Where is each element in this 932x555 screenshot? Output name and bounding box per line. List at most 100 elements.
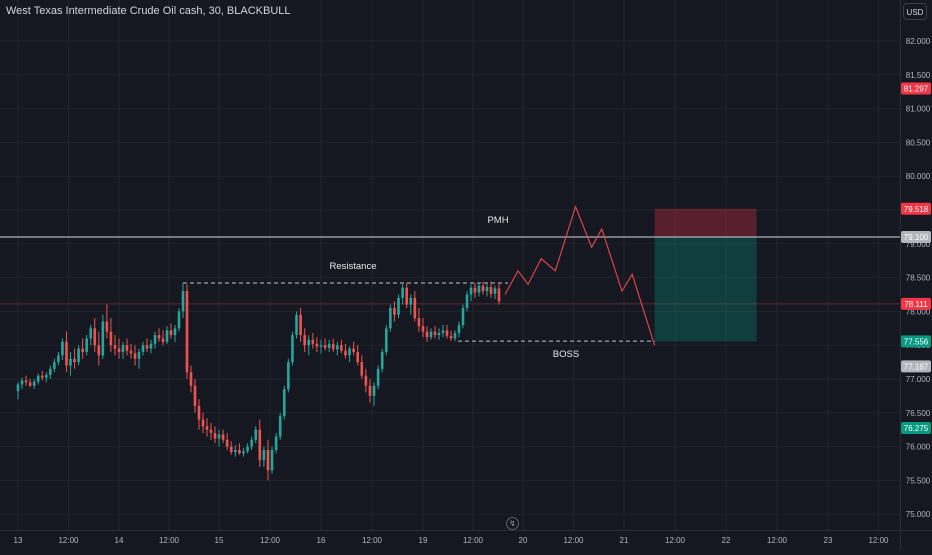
x-tick-label: 12:00 xyxy=(260,536,281,545)
candle-body xyxy=(246,446,249,452)
price-labels: 81.297 79.518 79.100 78.111 77.556 77.187 76.2… xyxy=(901,82,931,435)
candle-body xyxy=(262,449,266,461)
candle-body xyxy=(177,311,181,329)
y-tick-label: 77.000 xyxy=(906,375,931,384)
y-tick-label: 76.500 xyxy=(906,409,931,418)
candle-body xyxy=(205,426,209,430)
candle-body xyxy=(254,429,258,440)
candle-body xyxy=(145,345,149,349)
candle-body xyxy=(234,449,237,453)
candle-body xyxy=(364,375,368,386)
candle-body xyxy=(368,385,372,396)
candle-body xyxy=(340,345,343,351)
candle-body xyxy=(161,338,165,342)
price-label-bg xyxy=(901,360,931,373)
candle-body xyxy=(93,328,97,346)
x-tick-label: 16 xyxy=(317,536,326,545)
candle-body xyxy=(425,331,429,338)
annotation-label: PMH xyxy=(487,215,508,226)
x-tick-label: 15 xyxy=(215,536,224,545)
chart-title: West Texas Intermediate Crude Oil cash, … xyxy=(6,5,291,17)
currency-button[interactable]: USD xyxy=(903,3,927,20)
candle-body xyxy=(81,348,84,352)
candle-body xyxy=(109,331,113,346)
x-tick-label: 13 xyxy=(14,536,23,545)
y-tick-label: 82.000 xyxy=(906,37,931,46)
candle-body xyxy=(461,308,465,325)
candle-body xyxy=(105,321,109,332)
candle-body xyxy=(113,345,117,349)
price-label-bg xyxy=(901,422,931,435)
candle-body xyxy=(117,348,121,352)
y-tick-label: 76.000 xyxy=(906,443,931,452)
candle-body xyxy=(238,449,241,454)
candle-body xyxy=(77,348,80,363)
candle-body xyxy=(274,436,278,450)
candle-body xyxy=(417,318,421,327)
candle-body xyxy=(229,446,233,453)
candle-body xyxy=(469,287,473,295)
candle-body xyxy=(409,297,413,305)
candle-body xyxy=(348,348,351,356)
x-tick-label: 14 xyxy=(115,536,124,545)
x-tick-label: 20 xyxy=(519,536,528,545)
candle-body xyxy=(24,380,28,383)
candle-body xyxy=(360,362,364,376)
drawings: PMH Resistance BOSS xyxy=(0,208,900,360)
lightning-icon[interactable]: ↯ xyxy=(506,517,519,530)
candle-body xyxy=(372,385,376,396)
y-tick-label: 80.500 xyxy=(906,138,931,147)
candle-body xyxy=(209,429,213,434)
time-scale-border xyxy=(0,530,932,531)
candle-body xyxy=(307,339,311,346)
price-label: 76.275 xyxy=(904,424,929,433)
y-tick-label: 79.000 xyxy=(906,240,931,249)
candle-body xyxy=(149,343,153,349)
candle-body xyxy=(352,348,355,352)
candle-body xyxy=(282,389,286,417)
candle-body xyxy=(32,381,36,386)
candle-body xyxy=(28,382,32,386)
candle-body xyxy=(165,330,169,342)
x-tick-label: 12:00 xyxy=(563,536,584,545)
candle-body xyxy=(477,285,481,293)
candle-body xyxy=(221,434,225,440)
candle-body xyxy=(189,372,193,386)
candle-body xyxy=(344,350,347,356)
candle-body xyxy=(197,406,201,420)
projection-path xyxy=(504,204,656,346)
x-tick-label: 12:00 xyxy=(58,536,79,545)
candle-body xyxy=(270,449,274,471)
candle-body xyxy=(185,291,189,373)
candle-body xyxy=(61,341,64,356)
candle-body xyxy=(89,328,93,339)
price-label-bg xyxy=(901,82,931,95)
candle-body xyxy=(242,451,245,454)
y-tick-label: 75.500 xyxy=(906,476,931,485)
candle-body xyxy=(437,333,441,336)
price-label: 77.187 xyxy=(904,362,929,371)
candle-body xyxy=(489,287,493,294)
x-tick-label: 12:00 xyxy=(159,536,180,545)
candle-body xyxy=(327,343,331,348)
price-label: 78.111 xyxy=(904,300,928,309)
candle-body xyxy=(16,384,20,392)
candle-body xyxy=(73,358,76,363)
candle-body xyxy=(121,345,125,352)
candle-body xyxy=(36,375,40,382)
candle-body xyxy=(356,351,360,363)
candle-body xyxy=(57,355,60,363)
grid xyxy=(0,0,900,530)
y-tick-label: 81.000 xyxy=(906,105,931,114)
candle-body xyxy=(173,328,177,336)
candle-body xyxy=(380,351,384,369)
candle-body xyxy=(336,345,339,350)
candle-body xyxy=(85,338,88,352)
x-tick-label: 22 xyxy=(722,536,731,545)
price-label-bg xyxy=(901,297,931,310)
y-tick-label: 78.000 xyxy=(906,307,931,316)
candle-body xyxy=(181,291,185,312)
price-label-bg xyxy=(901,202,931,215)
